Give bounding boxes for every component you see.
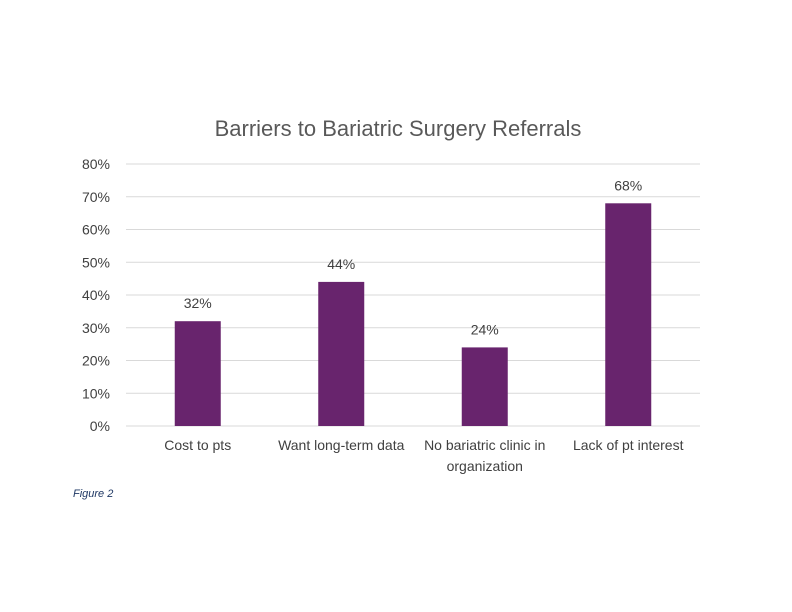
- y-tick-label: 70%: [82, 189, 110, 205]
- data-label: 32%: [184, 295, 212, 311]
- x-category-label: Lack of pt interest: [573, 437, 684, 453]
- y-tick-label: 80%: [82, 156, 110, 172]
- x-category-label: Want long-term data: [278, 437, 405, 453]
- chart-title: Barriers to Bariatric Surgery Referrals: [215, 116, 582, 141]
- bar: [605, 203, 652, 426]
- figure-caption: Figure 2: [73, 488, 114, 500]
- data-label: 44%: [327, 256, 355, 272]
- y-tick-label: 0%: [90, 418, 110, 434]
- bar: [174, 321, 221, 426]
- y-tick-label: 50%: [82, 254, 110, 270]
- y-tick-label: 10%: [82, 385, 110, 401]
- bar: [461, 347, 508, 426]
- y-tick-label: 40%: [82, 287, 110, 303]
- y-tick-label: 30%: [82, 320, 110, 336]
- bar: [318, 281, 365, 426]
- x-category-label: Cost to pts: [164, 437, 231, 453]
- data-label: 24%: [471, 321, 499, 337]
- x-category-label: No bariatric clinic in: [424, 437, 545, 453]
- data-label: 68%: [614, 177, 642, 193]
- y-tick-label: 20%: [82, 353, 110, 369]
- y-tick-label: 60%: [82, 222, 110, 238]
- x-category-label: organization: [447, 458, 523, 474]
